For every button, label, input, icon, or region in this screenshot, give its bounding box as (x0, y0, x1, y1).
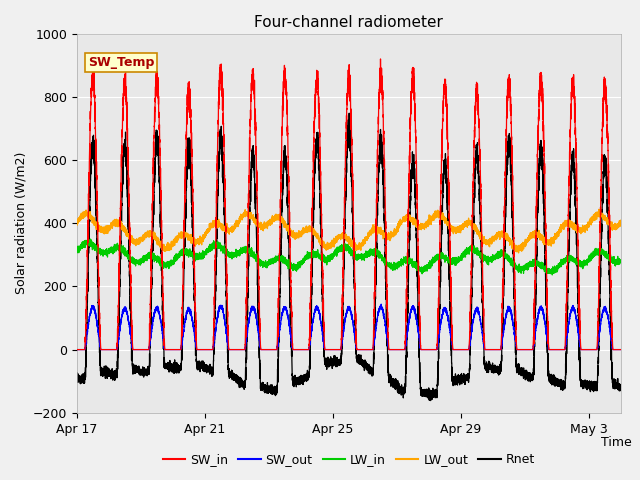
SW_out (193, 345, 200, 351)
LW_out (406, 215, 414, 221)
LW_in (193, 254, 200, 260)
LW_in (406, 258, 414, 264)
Line: SW_out: SW_out (77, 304, 621, 349)
Legend: SW_in, SW_out, LW_in, LW_out, Rnet: SW_in, SW_out, LW_in, LW_out, Rnet (157, 448, 540, 471)
LW_out (617, 220, 625, 226)
LW_out (80, 212, 88, 218)
SW_out (406, 310, 414, 315)
Rnet (617, 385, 625, 391)
Rnet (406, 203, 414, 208)
SW_in (377, 56, 385, 62)
Rnet (73, 377, 81, 383)
Rnet (80, 376, 88, 382)
SW_out (617, 347, 625, 352)
SW_in (510, 253, 518, 259)
Title: Four-channel radiometer: Four-channel radiometer (254, 15, 444, 30)
Line: LW_in: LW_in (77, 239, 621, 275)
Rnet (316, 203, 324, 209)
LW_out (510, 244, 518, 250)
SW_out (617, 347, 625, 352)
Rnet (193, 358, 200, 363)
SW_in (316, 150, 324, 156)
LW_in (548, 272, 556, 278)
LW_in (617, 258, 625, 264)
LW_out (316, 235, 324, 241)
LW_out (73, 217, 81, 223)
LW_in (617, 258, 625, 264)
Y-axis label: Solar radiation (W/m2): Solar radiation (W/m2) (14, 152, 27, 294)
LW_out (515, 250, 522, 256)
SW_in (617, 347, 625, 352)
Line: LW_out: LW_out (77, 209, 621, 253)
SW_out (510, 328, 518, 334)
SW_out (80, 347, 88, 352)
SW_in (406, 123, 414, 129)
Text: SW_Temp: SW_Temp (88, 56, 154, 69)
LW_out (617, 221, 625, 227)
Rnet (617, 384, 625, 389)
SW_in (617, 347, 625, 352)
Rnet (427, 398, 435, 404)
Line: Rnet: Rnet (77, 113, 621, 401)
SW_out (316, 312, 324, 318)
Rnet (510, 286, 518, 291)
LW_in (84, 236, 92, 242)
SW_out (73, 347, 81, 352)
SW_out (378, 301, 385, 307)
SW_in (73, 347, 81, 352)
LW_in (80, 241, 88, 247)
Line: SW_in: SW_in (77, 59, 621, 349)
LW_out (193, 238, 200, 243)
Rnet (346, 110, 353, 116)
LW_in (73, 247, 81, 252)
LW_in (316, 253, 324, 259)
LW_in (510, 261, 518, 267)
SW_in (193, 342, 200, 348)
SW_in (80, 347, 88, 352)
LW_out (595, 206, 603, 212)
X-axis label: Time: Time (601, 435, 632, 448)
